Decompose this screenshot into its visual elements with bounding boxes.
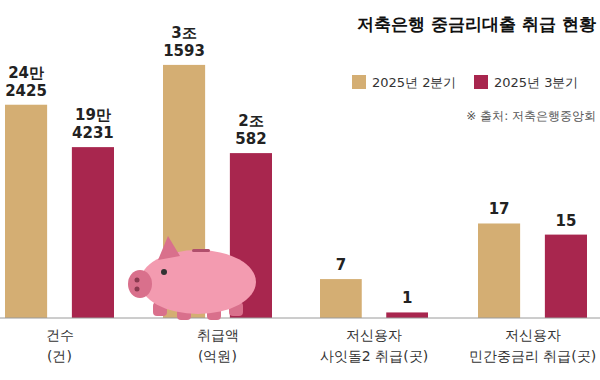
category-label: 저신용자민간중금리 취급(곳) (469, 327, 596, 364)
pig-slot (192, 249, 210, 252)
text-line: 건수 (46, 327, 74, 343)
text-line: 2425 (5, 82, 47, 100)
bar (545, 235, 587, 318)
bars (5, 65, 587, 318)
text-line: 24만 (8, 64, 44, 82)
pig-ear (158, 236, 180, 260)
pig-eye (161, 269, 167, 275)
background (0, 0, 600, 380)
data-label: 24만2425 (5, 64, 47, 100)
bar (320, 279, 362, 318)
pig-body (140, 250, 256, 314)
text-line: 1593 (163, 42, 205, 60)
text-line: 취급액 (197, 327, 239, 343)
legend-swatch (352, 75, 366, 89)
text-line: (억원) (198, 348, 237, 364)
category-label: 건수 (건) (46, 327, 74, 364)
source: ※ 출처: 저축은행중앙회 (466, 109, 596, 123)
pig-snout (128, 270, 152, 298)
bar (478, 223, 520, 318)
title: 저축은행 중금리대출 취급 현황 (357, 14, 596, 34)
text-line: 1 (402, 289, 412, 307)
category-label: 취급액 (억원) (197, 327, 239, 364)
chart: 24만2425 19만4231 건수 (건) 저축은행 중금리대출 취급 현황 ※ 출처:… (0, 0, 600, 380)
bar (5, 105, 47, 318)
text-line: 7 (336, 256, 346, 274)
chart-container: 24만2425 19만4231 건수 (건) 저축은행 중금리대출 취급 현황 ※ 출처:… (0, 0, 600, 380)
legend-label: 2025년 2분기 (372, 75, 457, 90)
data-label: 15 (555, 212, 576, 230)
data-label: 3조1593 (163, 24, 205, 60)
text-line: 사잇돌2 취급(곳) (320, 348, 428, 364)
data-label: 1 (402, 289, 412, 307)
text-line: (건) (47, 348, 72, 364)
legend: 2025년 2분기 2025년 3분기 (352, 75, 579, 90)
baseline (0, 318, 600, 319)
text-line: 3조 (171, 24, 196, 42)
data-label: 2조582 (235, 112, 266, 148)
legend-swatch (474, 75, 488, 89)
bar (72, 147, 114, 318)
text-line: 저신용자 (505, 327, 561, 343)
text-line: 15 (555, 212, 576, 230)
text-line: 19만 (75, 106, 111, 124)
text-line: 민간중금리 취급(곳) (469, 348, 596, 364)
piggy-bank-decoration (128, 236, 256, 320)
data-label: 19만4231 (72, 106, 114, 142)
pig-nostril (135, 278, 140, 283)
data-label: 7 (336, 256, 346, 274)
text-line: 2조 (238, 112, 263, 130)
text-line: 저신용자 (346, 327, 402, 343)
text-line: 17 (489, 200, 510, 218)
text-line: 4231 (72, 124, 114, 142)
text-line: 582 (235, 130, 266, 148)
category-label: 저신용자사잇돌2 취급(곳) (320, 327, 428, 364)
data-label: 17 (489, 200, 510, 218)
pig-nostril (135, 287, 140, 292)
texts: 24만2425 19만4231 건수 (건) 저축은행 중금리대출 취급 현황 ※ 출처:… (5, 14, 596, 364)
legend-label: 2025년 3분기 (494, 75, 579, 90)
bar (386, 312, 428, 318)
